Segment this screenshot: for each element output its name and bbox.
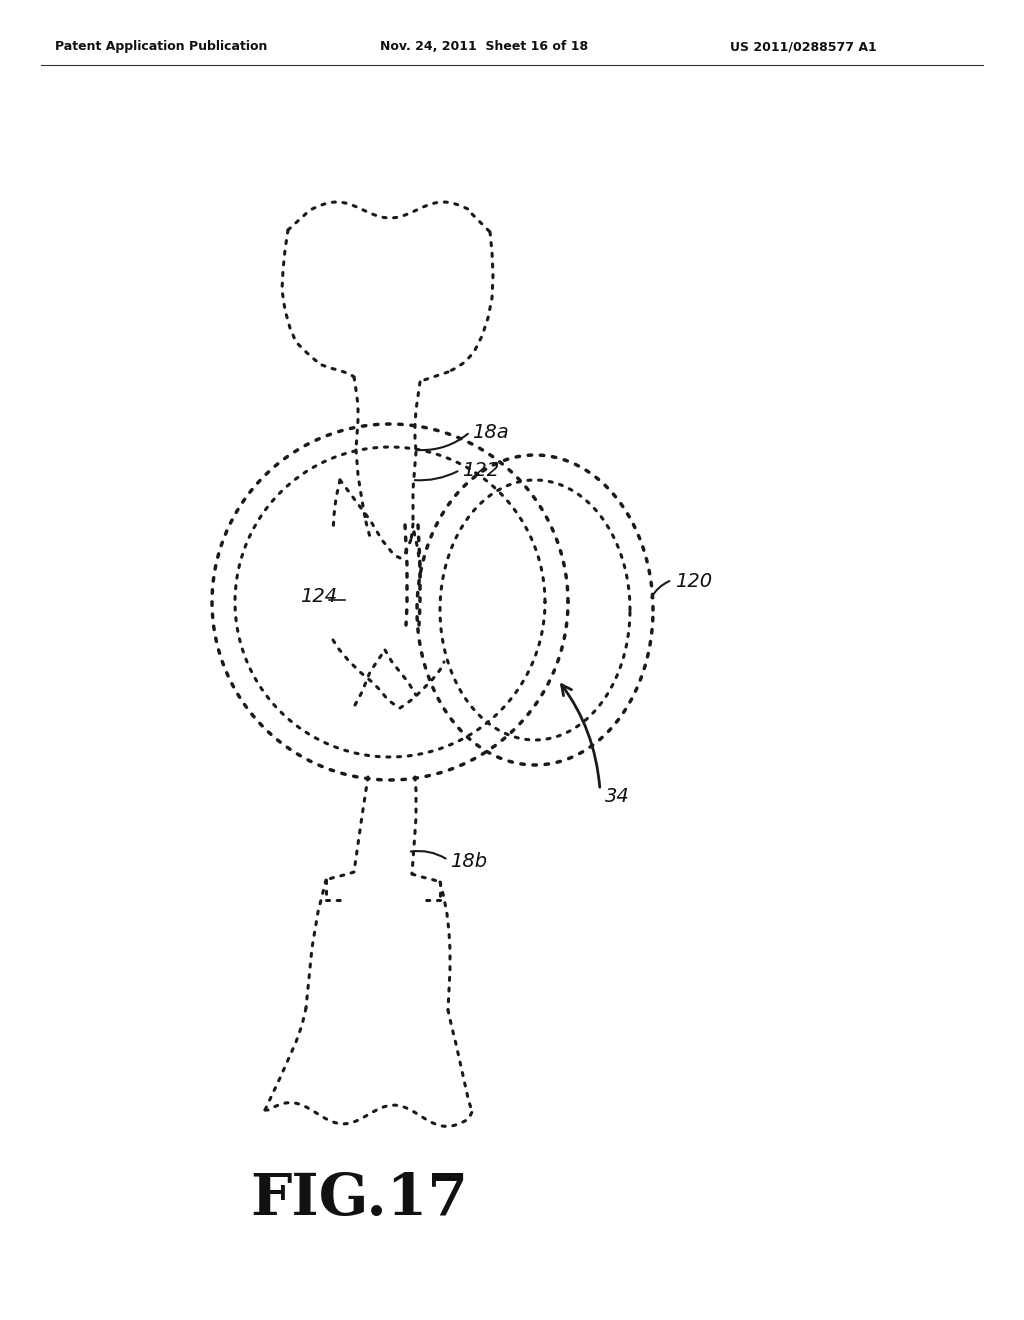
Text: FIG.17: FIG.17 [250,1171,468,1228]
Text: 124: 124 [300,587,337,606]
Text: 18b: 18b [450,851,487,871]
Text: 34: 34 [605,787,630,807]
Text: US 2011/0288577 A1: US 2011/0288577 A1 [730,40,877,53]
Text: Nov. 24, 2011  Sheet 16 of 18: Nov. 24, 2011 Sheet 16 of 18 [380,40,588,53]
Text: Patent Application Publication: Patent Application Publication [55,40,267,53]
Text: 120: 120 [675,572,712,591]
Text: 122: 122 [462,461,499,480]
Text: 18a: 18a [472,422,509,442]
